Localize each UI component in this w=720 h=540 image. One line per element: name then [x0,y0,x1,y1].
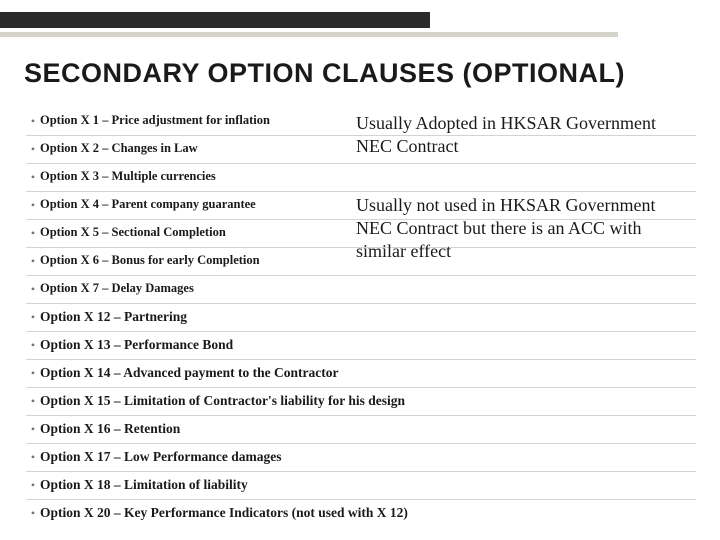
table-row: • Option X 14 – Advanced payment to the … [26,360,696,388]
option-cell: • Option X 15 – Limitation of Contractor… [26,388,696,415]
option-label: Option X 13 – Performance Bond [40,337,233,353]
bullet-icon: • [26,365,40,382]
option-label: Option X 12 – Partnering [40,309,187,325]
option-cell: • Option X 18 – Limitation of liability [26,472,696,499]
bullet-icon: • [26,337,40,354]
option-label: Option X 5 – Sectional Completion [40,225,226,240]
bullet-icon: • [26,141,40,158]
bullet-icon: • [26,477,40,494]
bullet-icon: • [26,169,40,186]
bullet-icon: • [26,113,40,130]
bullet-icon: • [26,393,40,410]
slide-title: SECONDARY OPTION CLAUSES (OPTIONAL) [24,58,704,89]
option-cell: • Option X 6 – Bonus for early Completio… [26,248,346,275]
option-label: Option X 1 – Price adjustment for inflat… [40,113,270,128]
note-cell [346,276,686,284]
option-cell: • Option X 1 – Price adjustment for infl… [26,108,346,135]
option-label: Option X 16 – Retention [40,421,180,437]
option-label: Option X 17 – Low Performance damages [40,449,281,465]
table-row: • Option X 12 – Partnering [26,304,696,332]
table-row: • Option X 18 – Limitation of liability [26,472,696,500]
bullet-icon: • [26,225,40,242]
option-label: Option X 6 – Bonus for early Completion [40,253,260,268]
slide: SECONDARY OPTION CLAUSES (OPTIONAL) • Op… [0,0,720,540]
table-row: • Option X 1 – Price adjustment for infl… [26,108,696,136]
table-row: • Option X 3 – Multiple currencies [26,164,696,192]
option-label: Option X 14 – Advanced payment to the Co… [40,365,339,381]
option-cell: • Option X 4 – Parent company guarantee [26,192,346,219]
option-label: Option X 3 – Multiple currencies [40,169,216,184]
table-row: • Option X 4 – Parent company guarantee … [26,192,696,220]
bullet-icon: • [26,197,40,214]
note-cell [346,164,686,172]
table-row: • Option X 20 – Key Performance Indicato… [26,500,696,527]
bullet-icon: • [26,449,40,466]
bullet-icon: • [26,421,40,438]
option-label: Option X 18 – Limitation of liability [40,477,248,493]
note-text: Usually Adopted in HKSAR Government NEC … [356,112,676,158]
option-label: Option X 2 – Changes in Law [40,141,198,156]
table-row: • Option X 7 – Delay Damages [26,276,696,304]
bullet-icon: • [26,309,40,326]
table-row: • Option X 13 – Performance Bond [26,332,696,360]
option-label: Option X 7 – Delay Damages [40,281,194,296]
decor-bar-gray [0,32,618,37]
option-cell: • Option X 13 – Performance Bond [26,332,696,359]
table-row: • Option X 15 – Limitation of Contractor… [26,388,696,416]
bullet-icon: • [26,505,40,522]
bullet-icon: • [26,253,40,270]
option-cell: • Option X 20 – Key Performance Indicato… [26,500,696,527]
table-row: • Option X 16 – Retention [26,416,696,444]
option-cell: • Option X 16 – Retention [26,416,696,443]
content-table: • Option X 1 – Price adjustment for infl… [26,108,696,527]
note-cell: Usually not used in HKSAR Government NEC… [346,192,686,200]
option-cell: • Option X 7 – Delay Damages [26,276,346,303]
decor-bar-dark [0,12,430,28]
option-cell: • Option X 2 – Changes in Law [26,136,346,163]
option-label: Option X 4 – Parent company guarantee [40,197,256,212]
option-cell: • Option X 3 – Multiple currencies [26,164,346,191]
option-label: Option X 15 – Limitation of Contractor's… [40,393,405,409]
option-label: Option X 20 – Key Performance Indicators… [40,505,408,521]
table-row: • Option X 17 – Low Performance damages [26,444,696,472]
note-text: Usually not used in HKSAR Government NEC… [356,194,676,263]
option-cell: • Option X 5 – Sectional Completion [26,220,346,247]
option-cell: • Option X 14 – Advanced payment to the … [26,360,696,387]
note-cell: Usually Adopted in HKSAR Government NEC … [346,108,686,116]
bullet-icon: • [26,281,40,298]
option-cell: • Option X 17 – Low Performance damages [26,444,696,471]
option-cell: • Option X 12 – Partnering [26,304,696,331]
